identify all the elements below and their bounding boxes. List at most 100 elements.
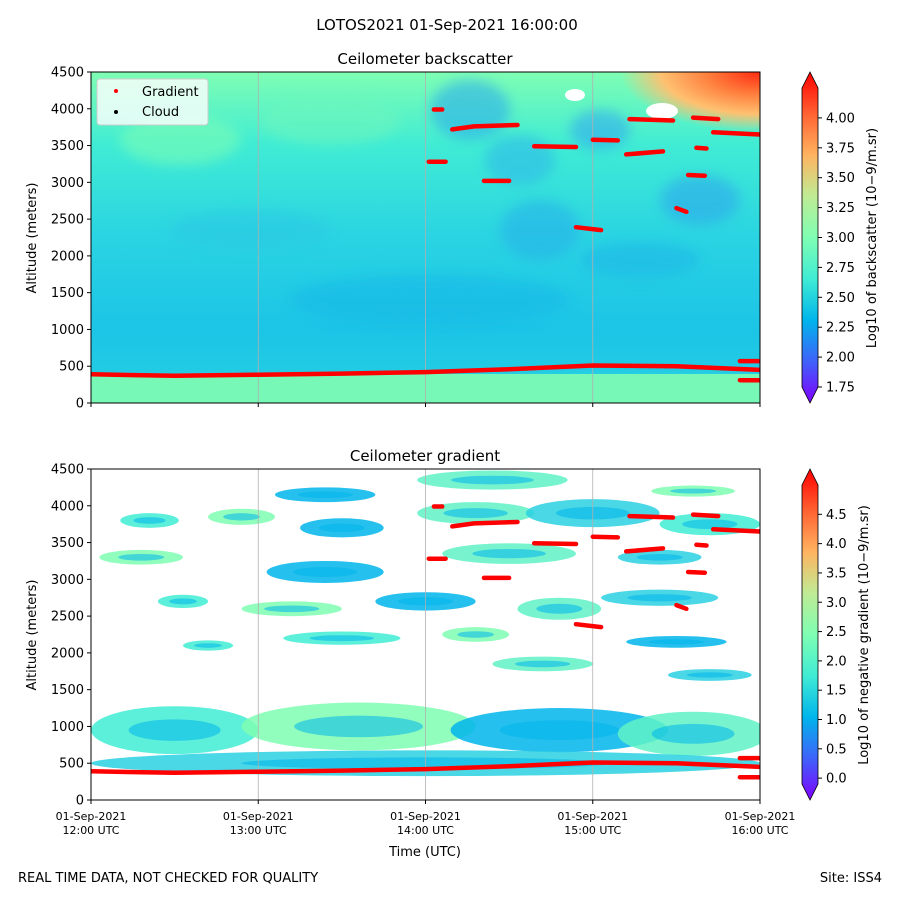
legend: Gradient Cloud [96, 78, 209, 126]
gradient-gradient-layer [623, 546, 666, 554]
backscatter-colorbar-label-text: Log10 of backscatter (10−9/m.sr) [865, 128, 880, 348]
backscatter-grid [257, 72, 594, 403]
backscatter-ytick-label: 4500 [51, 66, 84, 81]
backscatter-title: Ceilometer backscatter [337, 50, 513, 68]
gradient-xtick-time: 14:00 UTC [397, 824, 454, 837]
backscatter-x-ticks [90, 403, 761, 407]
gradient-gradient-layer [685, 569, 708, 575]
gradient-patch-core [318, 523, 365, 533]
figure-suptitle: LOTOS2021 01-Sep-2021 16:00:00 [316, 16, 578, 34]
legend-cloud-label: Cloud [142, 105, 179, 120]
gradient-colorbar-bar [801, 468, 819, 801]
gradient-colorbar-tick-label: 0.5 [826, 742, 847, 757]
backscatter-ytick-label: 2500 [51, 213, 84, 228]
backscatter-gradient-layer [91, 363, 760, 379]
gradient-colorbar-tick-label: 3.0 [826, 596, 847, 611]
gradient-ytick-label: 3500 [51, 536, 84, 551]
legend-gradient-label: Gradient [142, 85, 199, 100]
backscatter-field [91, 72, 760, 403]
gradient-xtick-time: 16:00 UTC [731, 824, 788, 837]
backscatter-ytick-label: 1000 [51, 323, 84, 338]
gradient-ytick-label: 4500 [51, 463, 84, 478]
gradient-colorbar-tick-label: 2.0 [826, 654, 847, 669]
backscatter-y-ticks: 0 500 1000 1500 2000 2500 3000 3500 4000 4500 [51, 66, 91, 412]
backscatter-panel: Ceilometer backscatter [25, 50, 880, 412]
gradient-colorbar-tick-label: 4.5 [826, 508, 847, 523]
gradient-gradient-layer [590, 534, 621, 540]
gradient-ytick-label: 1500 [51, 683, 84, 698]
gradient-patch-core [472, 548, 546, 559]
gradient-patch-core [636, 553, 683, 561]
legend-box [96, 78, 209, 126]
gradient-patch-core [670, 488, 717, 494]
gradient-gradient-layer [674, 602, 689, 612]
gradient-colorbar: 0.0 0.5 1.0 1.5 2.0 2.5 3.0 3.5 4.0 4.5 Log10 of … [801, 468, 872, 801]
backscatter-colorbar-tick-label: 4.00 [826, 111, 855, 126]
gradient-patch-core [128, 719, 221, 741]
gradient-gradient-layer [710, 527, 760, 534]
gradient-panel: Ceilometer gradient 0 500 1000 1500 2000 2500… [25, 447, 872, 860]
gradient-patch-core [651, 723, 735, 744]
legend-gradient-marker [114, 89, 118, 93]
footer-site: Site: ISS4 [820, 871, 882, 886]
gradient-patch-core [309, 635, 375, 642]
gradient-patch-core [264, 605, 320, 613]
gradient-ytick-label: 2500 [51, 610, 84, 625]
gradient-ytick-label: 2000 [51, 646, 84, 661]
gradient-xtick-date: 01-Sep-2021 [56, 810, 127, 823]
gradient-patch-core [443, 508, 508, 519]
gradient-ylabel: Altitude (meters) [25, 580, 40, 691]
backscatter-colorbar-tick-label: 3.25 [826, 201, 855, 216]
backscatter-colorbar-tick-label: 3.00 [826, 231, 855, 246]
gradient-xtick-date: 01-Sep-2021 [223, 810, 294, 823]
backscatter-colorbar-bar [801, 71, 819, 404]
gradient-colorbar-ticks: 0.0 0.5 1.0 1.5 2.0 2.5 3.0 3.5 4.0 4.5 [818, 508, 847, 787]
gradient-colorbar-label-text: Log10 of negative gradient (10−9/m.sr) [857, 505, 872, 765]
backscatter-colorbar-ticks: 1.75 2.00 2.25 2.50 2.75 3.00 3.25 3.50 3.75 4.00 [818, 111, 855, 396]
gradient-gradient-layer [531, 541, 579, 547]
backscatter-gradient-points [91, 107, 760, 383]
gradient-colorbar-tick-label: 0.0 [826, 772, 847, 787]
gradient-patch-core [514, 660, 571, 668]
gradient-field [91, 469, 760, 800]
backscatter-gradient-layer [710, 130, 760, 137]
backscatter-gradient-layer [685, 172, 708, 178]
backscatter-colorbar-label: Log10 of backscatter (10−9/m.sr) [865, 128, 880, 348]
backscatter-gradient-layer [450, 122, 520, 132]
backscatter-ytick-label: 1500 [51, 286, 84, 301]
gradient-patch-core [536, 603, 583, 614]
gradient-colorbar-tick-label: 1.5 [826, 684, 847, 699]
gradient-xlabel: Time (UTC) [388, 845, 461, 860]
gradient-colorbar-label: Log10 of negative gradient (10−9/m.sr) [857, 505, 872, 765]
backscatter-ytick-label: 500 [59, 360, 84, 375]
gradient-ytick-label: 500 [59, 757, 84, 772]
gradient-xtick-time: 12:00 UTC [62, 824, 119, 837]
gradient-y-ticks: 0 500 1000 1500 2000 2500 3000 3500 4000 4500 [51, 463, 91, 809]
backscatter-gradient-layer [627, 116, 676, 123]
gradient-xtick-time: 15:00 UTC [564, 824, 621, 837]
backscatter-colorbar-tick-label: 3.50 [826, 171, 855, 186]
gradient-ytick-label: 1000 [51, 720, 84, 735]
gradient-patch-core [627, 594, 692, 602]
gradient-gradient-layer [690, 512, 721, 519]
backscatter-colorbar-tick-label: 2.00 [826, 351, 855, 366]
gradient-gradient-layer [450, 519, 520, 529]
gradient-colorbar-tick-label: 3.5 [826, 566, 847, 581]
backscatter-ytick-label: 2000 [51, 249, 84, 264]
gradient-gradient-points [91, 504, 760, 780]
legend-cloud-marker [114, 110, 118, 114]
gradient-title: Ceilometer gradient [350, 447, 500, 465]
backscatter-ytick-label: 3000 [51, 176, 84, 191]
footer-quality-note: REAL TIME DATA, NOT CHECKED FOR QUALITY [18, 871, 318, 886]
backscatter-ylabel: Altitude (meters) [25, 183, 40, 294]
gradient-colorbar-tick-label: 2.5 [826, 625, 847, 640]
gradient-patch-core [133, 517, 166, 524]
backscatter-gradient-layer [694, 145, 709, 151]
gradient-patch-core [682, 519, 738, 530]
gradient-patch-core [292, 567, 358, 577]
gradient-patch-core [294, 715, 423, 738]
gradient-xtick-date: 01-Sep-2021 [390, 810, 461, 823]
